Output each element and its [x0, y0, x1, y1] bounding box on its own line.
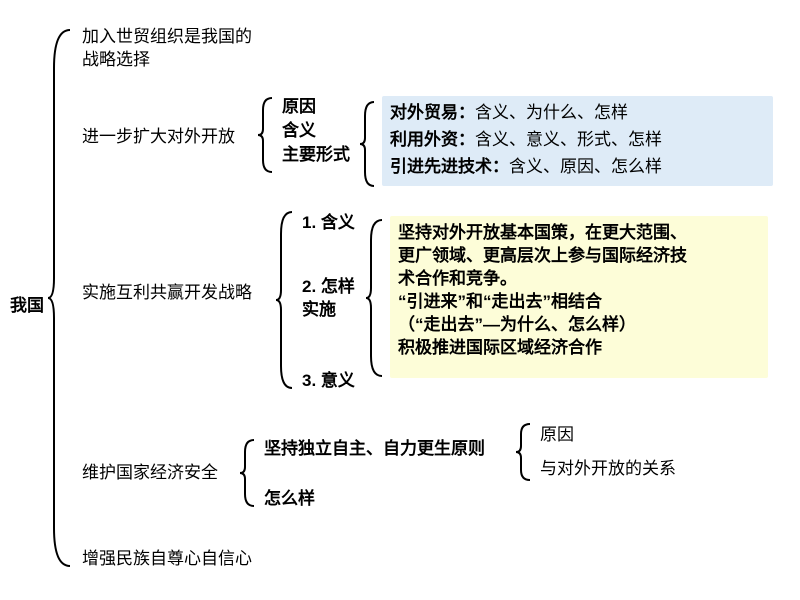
forms-l2b: 利用外资： — [390, 130, 475, 149]
strategy-box: 坚持对外开放基本国策，在更大范围、 更广领域、更高层次上参与国际经济技 术合作和… — [390, 216, 768, 378]
sbox-l1: 坚持对外开放基本国策，在更大范围、 — [398, 222, 760, 245]
l1-item1-line1: 加入世贸组织是我国的 — [82, 26, 252, 49]
forms-l2r: 含义、意义、形式、怎样 — [475, 130, 662, 149]
brace-strategy-detail — [366, 218, 388, 378]
brace-forms — [360, 100, 380, 188]
security-a: 坚持独立自主、自力更生原则 — [264, 438, 485, 461]
sbox-l5: （“走出去”—为什么、怎么样） — [398, 314, 760, 337]
expand-b: 含义 — [282, 120, 316, 143]
forms-box: 对外贸易：含义、为什么、怎样 利用外资：含义、意义、形式、怎样 引进先进技术：含… — [382, 96, 773, 186]
l1-item1-line2: 战略选择 — [82, 49, 150, 72]
brace-expand — [258, 96, 278, 174]
principle-a: 原因 — [540, 424, 574, 447]
security-b: 怎么样 — [264, 488, 315, 511]
forms-l3r: 含义、原因、怎么样 — [509, 157, 662, 176]
l1-item5: 增强民族自尊心自信心 — [82, 548, 252, 571]
sbox-l3: 术合作和竞争。 — [398, 268, 760, 291]
sbox-l4: “引进来”和“走出去”相结合 — [398, 291, 760, 314]
brace-strategy — [276, 210, 298, 390]
forms-l3b: 引进先进技术： — [390, 157, 509, 176]
l1-item4: 维护国家经济安全 — [82, 462, 218, 485]
forms-l1r: 含义、为什么、怎样 — [475, 103, 628, 122]
brace-principle — [516, 422, 536, 482]
forms-l1b: 对外贸易： — [390, 103, 475, 122]
brace-security — [240, 438, 260, 508]
l1-item2: 进一步扩大对外开放 — [82, 126, 235, 149]
expand-c: 主要形式 — [282, 144, 350, 167]
strategy-b1: 2. 怎样 — [302, 276, 355, 299]
strategy-c: 3. 意义 — [302, 370, 355, 393]
root-label: 我国 — [10, 295, 44, 318]
strategy-b2: 实施 — [302, 299, 336, 322]
expand-a: 原因 — [282, 96, 316, 119]
l1-item3: 实施互利共赢开发战略 — [82, 282, 252, 305]
brace-root — [48, 28, 76, 568]
sbox-l6: 积极推进国际区域经济合作 — [398, 337, 760, 360]
sbox-l2: 更广领域、更高层次上参与国际经济技 — [398, 245, 760, 268]
principle-b: 与对外开放的关系 — [540, 458, 676, 481]
strategy-a: 1. 含义 — [302, 212, 355, 235]
